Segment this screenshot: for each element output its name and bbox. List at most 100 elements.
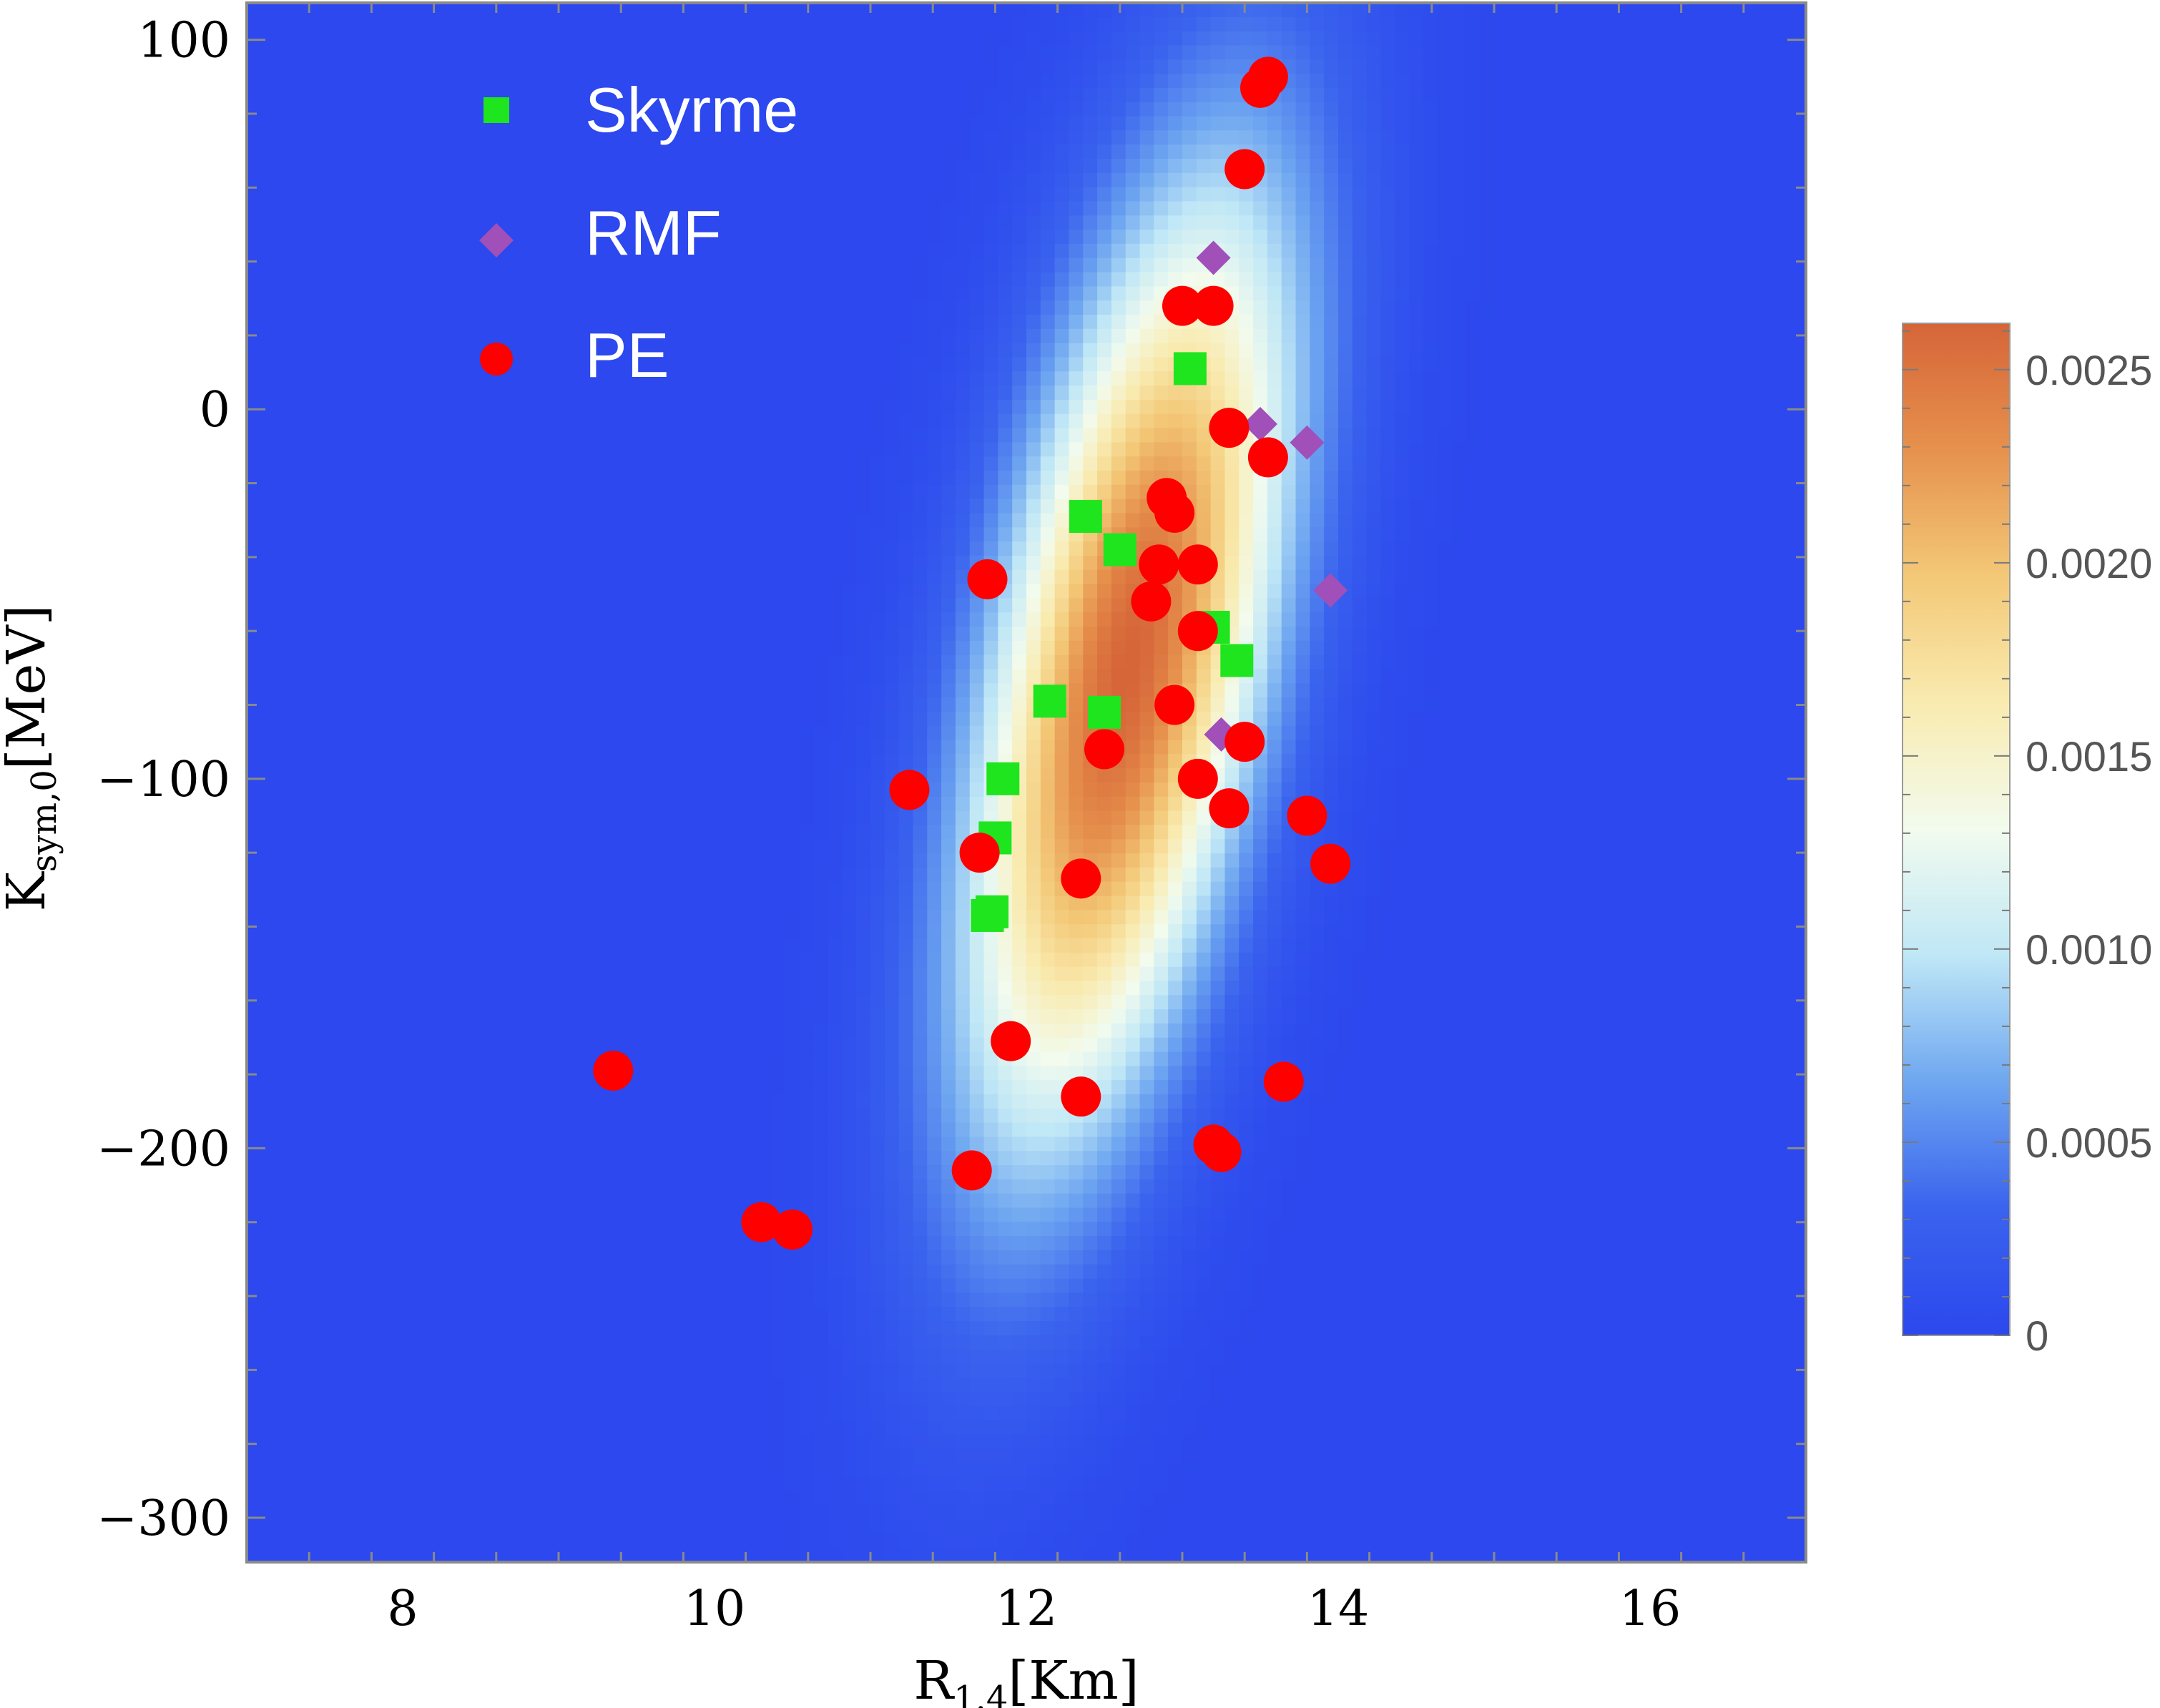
density-cell [1111,1264,1126,1280]
density-cell [1480,230,1495,245]
density-cell [1196,386,1212,401]
density-cell [1069,1179,1084,1194]
density-cell [856,1151,871,1166]
x-axis-title-sub: 1.4 [953,1679,1008,1708]
density-cell [1295,910,1311,925]
density-cell [1040,895,1056,911]
density-cell [1139,1463,1155,1478]
density-cell [969,471,985,486]
density-cell [1267,343,1282,358]
density-cell [870,1307,885,1322]
density-cell [1026,1292,1041,1308]
density-cell [1168,243,1183,259]
density-cell [1111,782,1126,797]
density-cell [1111,981,1126,996]
density-cell [941,428,956,443]
density-cell [1125,1292,1141,1308]
density-cell [1324,740,1339,755]
density-cell [813,1108,829,1124]
density-cell [941,272,956,288]
density-cell [1196,1264,1212,1280]
density-cell [1295,754,1311,769]
density-cell [799,1108,815,1124]
density-cell [1409,612,1424,627]
density-cell [1380,541,1396,556]
density-cell [1097,1023,1112,1039]
density-cell [1069,1165,1084,1180]
density-cell [1083,1122,1098,1138]
density-cell [1026,910,1041,925]
density-cell [1125,513,1141,529]
density-cell [1338,612,1353,627]
density-cell [1451,45,1467,61]
density-cell [1324,102,1339,117]
density-cell [828,1179,843,1194]
density-cell [941,981,956,996]
density-cell [1210,328,1226,344]
density-cell [828,1491,843,1506]
skyrme-point [1103,533,1137,566]
density-cell [1295,201,1311,217]
density-cell [1111,1292,1126,1308]
density-cell [1437,87,1453,103]
density-cell [983,654,999,670]
density-cell [1253,711,1268,727]
density-cell [1196,796,1212,812]
density-cell [1012,399,1027,415]
density-cell [1338,810,1353,826]
density-cell [1338,640,1353,656]
density-cell [1012,130,1027,145]
density-cell [1040,257,1056,273]
density-cell [898,598,914,613]
density-cell [1380,428,1396,443]
density-cell [884,711,900,727]
density-cell [771,1193,786,1209]
density-cell [1154,966,1169,982]
density-cell [1168,187,1183,202]
density-cell [1310,130,1325,145]
density-cell [1154,796,1169,812]
density-cell [1012,1505,1027,1521]
density-cell [913,1094,928,1109]
density-cell [1069,45,1084,61]
density-cell [1437,144,1453,159]
density-cell [842,1349,857,1365]
colorbar-ticks [1903,330,2010,1336]
density-cell [1295,1094,1311,1109]
density-cell [1040,1165,1056,1180]
density-cell [898,895,914,911]
legend-marker-rmf [479,223,514,257]
density-cell [1139,300,1155,315]
density-cell [856,1278,871,1294]
density-cell [884,1278,900,1294]
density-cell [927,343,942,358]
density-cell [842,1477,857,1492]
density-cell [870,782,885,797]
density-cell [1154,1250,1169,1265]
density-cell [1182,31,1197,46]
density-cell [1267,1222,1282,1237]
density-cell [1466,428,1481,443]
density-cell [1267,782,1282,797]
density-cell [1224,825,1240,840]
density-cell [1395,768,1410,783]
density-cell [955,966,971,982]
density-cell [771,938,786,953]
density-cell [1267,1179,1282,1194]
density-cell [1040,456,1056,471]
density-cell [1154,640,1169,656]
density-cell [1054,442,1070,457]
density-cell [1012,428,1027,443]
density-cell [1281,555,1297,571]
density-cell [941,1448,956,1464]
density-cell [1040,1207,1056,1223]
density-cell [1154,1037,1169,1053]
density-cell [1182,1264,1197,1280]
density-cell [1310,315,1325,330]
density-cell [998,612,1013,627]
density-cell [1338,243,1353,259]
density-cell [898,1434,914,1450]
density-cell [1040,1009,1056,1024]
density-cell [813,867,829,883]
density-cell [1054,315,1070,330]
